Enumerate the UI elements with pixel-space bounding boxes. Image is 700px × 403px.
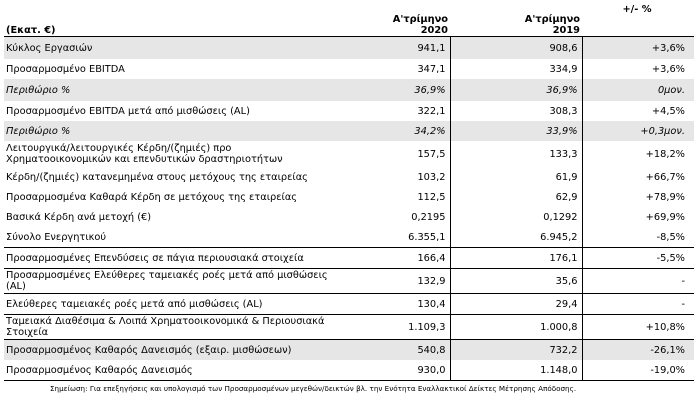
value-2019: 35,6 <box>450 268 583 294</box>
value-2020: 540,8 <box>332 339 451 360</box>
value-change: +3,6% <box>651 63 685 75</box>
column-header-2020-line2: 2020 <box>420 25 448 36</box>
value-change: -8,5% <box>582 227 694 248</box>
value-2019: 334,9 <box>450 59 583 79</box>
value-change: -26,1% <box>582 339 694 360</box>
value-2019: 6.945,2 <box>450 227 583 248</box>
table-row-net-debt: Προσαρμοσμένος Καθαρός Δανεισμός 930,0 1… <box>4 360 694 381</box>
row-label: Προσαρμοσμένο EBITDA <box>6 63 125 75</box>
row-label: Περιθώριο % <box>4 121 332 141</box>
value-2019: 176,1 <box>450 247 583 269</box>
value-change: 0μον. <box>582 79 694 101</box>
table-row-ebitda-margin: Περιθώριο % 36,9% 36,9% 0μον. <box>4 79 694 101</box>
column-header-2020: Α'τρίμηνο 2020 <box>332 0 450 37</box>
value-change: - <box>582 293 694 315</box>
value-2020: 347,1 <box>332 59 451 79</box>
value-2020: 0,2195 <box>332 207 451 227</box>
value-2020: 130,4 <box>332 293 451 315</box>
unit-label: (Εκατ. €) <box>4 0 332 37</box>
value-2019: 732,2 <box>450 339 583 360</box>
column-header-2019: Α'τρίμηνο 2019 <box>450 0 582 37</box>
value-change: +66,7% <box>645 171 685 183</box>
row-label: Βασικά Κέρδη ανά μετοχή (€) <box>6 211 152 223</box>
table-body: Κύκλος Εργασιών 941,1 908,6 +3,6% Προσαρ… <box>4 36 694 381</box>
value-2020: 930,0 <box>332 360 451 381</box>
financial-results-table: (Εκατ. €) Α'τρίμηνο 2020 Α'τρίμηνο 2019 … <box>4 0 694 381</box>
table-row-adjusted-net-profit: Προσαρμοσμένα Καθαρά Κέρδη σε μετόχους τ… <box>4 187 694 207</box>
value-2020: 1.109,3 <box>332 314 451 340</box>
row-label: Προσαρμοσμένο EBITDA μετά από μισθώσεις … <box>6 105 250 117</box>
table-row-fcf: Ελεύθερες ταμειακές ροές μετά από μισθώσ… <box>4 293 694 315</box>
value-change: +4,5% <box>651 105 685 117</box>
row-label: Σύνολο Ενεργητικού <box>4 227 332 248</box>
table-row-adjusted-ebitda-al: Προσαρμοσμένο EBITDA μετά από μισθώσεις … <box>4 101 694 121</box>
row-label: Προσαρμοσμένες Ελεύθερες ταμειακές ροές … <box>4 268 332 294</box>
value-change: -5,5% <box>582 247 694 269</box>
value-2020: 103,2 <box>332 167 451 187</box>
row-label: Κέρδη/(ζημιές) κατανεμημένα στους μετόχο… <box>6 171 308 183</box>
table-row-capex: Προσαρμοσμένες Επενδύσεις σε πάγια περιο… <box>4 247 694 269</box>
value-2019: 1.000,8 <box>450 314 583 340</box>
row-label: Λειτουργικά/λειτουργικές Κέρδη/(ζημιές) … <box>6 143 283 165</box>
value-2019: 308,3 <box>450 101 583 121</box>
value-2020: 941,1 <box>332 36 451 59</box>
value-2020: 132,9 <box>332 268 451 294</box>
value-2019: 133,3 <box>450 141 583 167</box>
row-label: Προσαρμοσμένος Καθαρός Δανεισμός (εξαιρ.… <box>4 339 332 360</box>
value-2020: 166,4 <box>332 247 451 269</box>
value-2020: 36,9% <box>332 79 451 101</box>
table-row-net-debt-ex-leases: Προσαρμοσμένος Καθαρός Δανεισμός (εξαιρ.… <box>4 339 694 360</box>
row-label: Προσαρμοσμένες Επενδύσεις σε πάγια περιο… <box>4 247 332 269</box>
value-2020: 157,5 <box>332 141 451 167</box>
table-header: (Εκατ. €) Α'τρίμηνο 2020 Α'τρίμηνο 2019 … <box>4 0 694 37</box>
value-change: +0,3μον. <box>582 121 694 141</box>
value-change: +69,9% <box>645 211 685 223</box>
footnote: Σημείωση: Για επεξηγήσεις και υπολογισμό… <box>50 384 577 393</box>
row-label: Περιθώριο % <box>4 79 332 101</box>
table-row-ebitda-al-margin: Περιθώριο % 34,2% 33,9% +0,3μον. <box>4 121 694 141</box>
value-2019: 1.148,0 <box>450 360 583 381</box>
value-change: +78,9% <box>645 191 685 203</box>
value-change: +10,8% <box>582 314 694 340</box>
table-row-cash: Ταμειακά Διαθέσιμα & Λοιπά Χρηματοοικονο… <box>4 314 694 340</box>
table-row-operating-profit: Λειτουργικά/λειτουργικές Κέρδη/(ζημιές) … <box>4 141 694 167</box>
table-row-adjusted-ebitda: Προσαρμοσμένο EBITDA 347,1 334,9 +3,6% <box>4 59 694 79</box>
value-2020: 112,5 <box>332 187 451 207</box>
value-change: +3,6% <box>582 36 694 59</box>
value-2019: 62,9 <box>450 187 583 207</box>
value-2019: 29,4 <box>450 293 583 315</box>
row-label: Ταμειακά Διαθέσιμα & Λοιπά Χρηματοοικονο… <box>4 314 332 340</box>
value-2019: 33,9% <box>450 121 583 141</box>
row-label: Ελεύθερες ταμειακές ροές μετά από μισθώσ… <box>4 293 332 315</box>
row-label: Κύκλος Εργασιών <box>4 36 332 59</box>
row-label: Προσαρμοσμένος Καθαρός Δανεισμός <box>4 360 332 381</box>
value-2020: 6.355,1 <box>332 227 451 248</box>
table-row-eps: Βασικά Κέρδη ανά μετοχή (€) 0,2195 0,129… <box>4 207 694 227</box>
value-2019: 36,9% <box>450 79 583 101</box>
column-header-2020-line1: Α'τρίμηνο <box>392 14 448 25</box>
table-row-net-profit: Κέρδη/(ζημιές) κατανεμημένα στους μετόχο… <box>4 167 694 187</box>
table-row-revenue: Κύκλος Εργασιών 941,1 908,6 +3,6% <box>4 36 694 59</box>
value-change: -19,0% <box>582 360 694 381</box>
value-change: - <box>582 268 694 294</box>
table-row-total-assets: Σύνολο Ενεργητικού 6.355,1 6.945,2 -8,5% <box>4 227 694 248</box>
column-header-2019-line1: Α'τρίμηνο <box>524 14 580 25</box>
row-label: Προσαρμοσμένα Καθαρά Κέρδη σε μετόχους τ… <box>6 191 298 203</box>
value-2020: 322,1 <box>332 101 451 121</box>
value-2019: 908,6 <box>450 36 583 59</box>
value-2020: 34,2% <box>332 121 451 141</box>
value-2019: 61,9 <box>450 167 583 187</box>
value-change: +18,2% <box>645 148 685 160</box>
table-row-adjusted-fcf: Προσαρμοσμένες Ελεύθερες ταμειακές ροές … <box>4 268 694 294</box>
value-2019: 0,1292 <box>450 207 583 227</box>
column-header-2019-line2: 2019 <box>552 25 580 36</box>
column-header-change: +/- % <box>582 0 694 37</box>
